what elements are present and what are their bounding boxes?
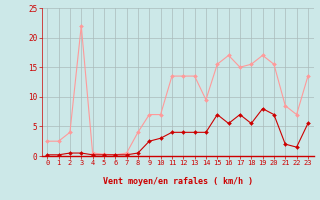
X-axis label: Vent moyen/en rafales ( km/h ): Vent moyen/en rafales ( km/h ) — [103, 177, 252, 186]
